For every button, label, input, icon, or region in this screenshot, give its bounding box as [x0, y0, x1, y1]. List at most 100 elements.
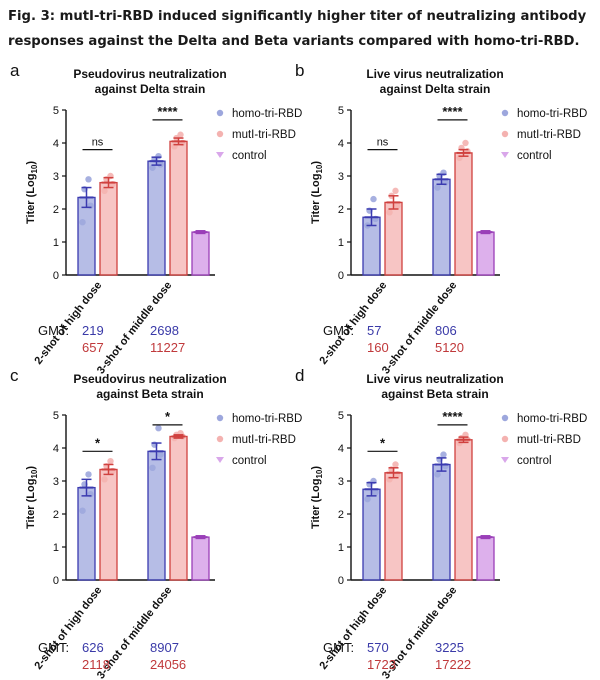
point-homo-tri-RBD: [155, 425, 162, 432]
significance-label: ns: [92, 137, 104, 149]
y-tick-label: 2: [53, 204, 59, 216]
point-homo-tri-RBD: [79, 219, 86, 226]
point-homo-tri-RBD: [434, 471, 441, 478]
point-mutI-tri-RBD: [177, 131, 184, 138]
significance-label: ns: [377, 137, 389, 149]
point-mutI-tri-RBD: [101, 476, 108, 483]
y-axis-label-main: Titer (Log: [310, 479, 322, 530]
point-mutI-tri-RBD: [386, 209, 393, 216]
point-homo-tri-RBD: [149, 464, 156, 471]
gmt-label: GMT:: [323, 640, 355, 655]
bar-mutI-tri-RBD-0: [384, 472, 403, 581]
significance-label: ****: [442, 104, 463, 119]
y-tick-label: 2: [338, 204, 344, 216]
point-mutI-tri-RBD: [392, 461, 399, 468]
y-tick-label: 0: [338, 575, 344, 587]
gmt-value-mutl: 2118: [82, 657, 110, 672]
point-mutI-tri-RBD: [101, 187, 108, 195]
y-tick-label: 4: [338, 138, 344, 150]
bar-homo-tri-RBD-0: [362, 488, 381, 581]
y-tick-label: 1: [53, 237, 59, 249]
significance-label: *: [95, 435, 101, 450]
bar-control-1: [476, 536, 495, 581]
bar-mutI-tri-RBD-1: [169, 435, 188, 581]
gmt-value-mutl: 160: [367, 340, 389, 355]
significance-label: ****: [157, 104, 178, 119]
legend-marker: [216, 130, 224, 138]
point-mutI-tri-RBD: [392, 187, 399, 195]
significance-label: *: [165, 409, 171, 424]
y-tick-label: 5: [53, 105, 59, 117]
panel-letter: b: [295, 61, 304, 80]
y-axis-label: Titer (Log10): [25, 466, 39, 529]
point-mutI-tri-RBD: [462, 139, 469, 147]
point-mutI-tri-RBD: [107, 458, 114, 465]
legend-label: control: [232, 455, 267, 467]
bar-mutI-tri-RBD-1: [454, 439, 473, 581]
bar-mutI-tri-RBD-0: [99, 468, 118, 581]
y-axis-label-subscript: 10: [315, 164, 324, 173]
point-homo-tri-RBD: [85, 471, 92, 478]
caption-line-2: responses against the Delta and Beta var…: [8, 34, 580, 49]
chart-title-line-2: against Delta strain: [380, 82, 491, 96]
panel-letter: d: [295, 366, 304, 385]
point-homo-tri-RBD: [149, 164, 156, 171]
gmt-value-mutl: 1723: [367, 657, 396, 672]
y-tick-label: 1: [338, 542, 344, 554]
point-homo-tri-RBD: [85, 176, 92, 183]
y-tick-label: 2: [338, 509, 344, 521]
y-tick-label: 5: [338, 105, 344, 117]
legend-label: mutI-tri-RBD: [232, 129, 296, 141]
legend-marker: [216, 152, 224, 158]
gmt-d: GMT: 570 1723 3225 17222: [323, 640, 523, 674]
y-axis-label-end: ): [25, 161, 37, 165]
legend-marker: [501, 152, 509, 158]
legend-marker: [216, 109, 224, 117]
bar-control-1: [191, 536, 210, 581]
point-homo-tri-RBD: [157, 451, 164, 458]
chart-title-line-1: Live virus neutralization: [366, 372, 503, 386]
y-tick-label: 4: [53, 138, 59, 150]
gmt-value-mutl: 657: [82, 340, 104, 355]
bar-mutI-tri-RBD-1: [169, 140, 188, 276]
gmt-value-homo: 626: [82, 640, 104, 655]
y-axis-label-subscript: 10: [315, 469, 324, 478]
y-tick-label: 0: [53, 270, 59, 282]
legend-label: mutI-tri-RBD: [517, 129, 581, 141]
bar-homo-tri-RBD-0: [77, 486, 96, 581]
gmt-value-mutl: 24056: [150, 657, 187, 672]
legend-label: homo-tri-RBD: [232, 413, 302, 425]
bar-homo-tri-RBD-1: [432, 178, 451, 276]
gmt-value-homo: 570: [367, 640, 389, 655]
chart-title-line-1: Pseudovirus neutralization: [73, 67, 226, 81]
point-homo-tri-RBD: [370, 195, 377, 203]
y-tick-label: 4: [338, 443, 344, 455]
gmt-value-homo: 57: [367, 323, 382, 338]
y-axis-label: Titer (Log10): [25, 161, 39, 224]
bar-homo-tri-RBD-1: [432, 463, 451, 581]
legend-label: homo-tri-RBD: [517, 413, 587, 425]
bar-homo-tri-RBD-0: [77, 196, 96, 276]
legend-marker: [216, 414, 224, 422]
y-axis-label-main: Titer (Log: [310, 174, 322, 225]
gmt-value-homo: 3225: [435, 640, 464, 655]
y-axis-label-end: ): [310, 161, 322, 165]
legend-label: homo-tri-RBD: [517, 108, 587, 120]
point-homo-tri-RBD: [372, 489, 379, 496]
legend-marker: [216, 457, 224, 463]
y-axis-label-end: ): [25, 466, 37, 470]
chart-title-line-2: against Beta strain: [381, 387, 488, 401]
legend-label: homo-tri-RBD: [232, 108, 302, 120]
y-tick-label: 4: [53, 443, 59, 455]
panel-letter: a: [10, 61, 20, 80]
y-axis-label-subscript: 10: [30, 469, 39, 478]
gmt-value-mutl: 17222: [435, 657, 472, 672]
gmt-b: GMT: 57 160 806 5120: [323, 323, 523, 357]
bar-mutI-tri-RBD-1: [454, 152, 473, 276]
gmt-value-homo: 2698: [150, 323, 179, 338]
point-homo-tri-RBD: [434, 184, 441, 191]
y-tick-label: 3: [338, 171, 344, 183]
